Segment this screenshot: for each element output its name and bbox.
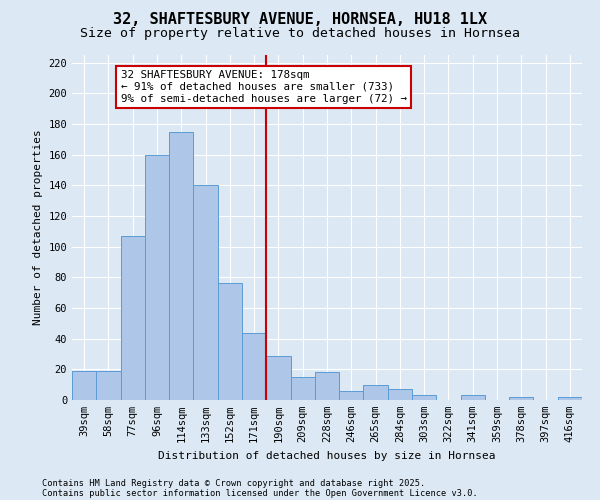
- Bar: [72, 371, 96, 400]
- Bar: [461, 396, 485, 400]
- Bar: [388, 390, 412, 400]
- Bar: [339, 391, 364, 400]
- Bar: [412, 396, 436, 400]
- Bar: [558, 397, 582, 400]
- Text: 32 SHAFTESBURY AVENUE: 178sqm
← 91% of detached houses are smaller (733)
9% of s: 32 SHAFTESBURY AVENUE: 178sqm ← 91% of d…: [121, 70, 407, 104]
- Bar: [364, 384, 388, 400]
- Bar: [145, 154, 169, 400]
- Text: Contains HM Land Registry data © Crown copyright and database right 2025.: Contains HM Land Registry data © Crown c…: [42, 478, 425, 488]
- Text: Size of property relative to detached houses in Hornsea: Size of property relative to detached ho…: [80, 28, 520, 40]
- Bar: [193, 186, 218, 400]
- Bar: [242, 332, 266, 400]
- Bar: [315, 372, 339, 400]
- Bar: [290, 377, 315, 400]
- Text: Contains public sector information licensed under the Open Government Licence v3: Contains public sector information licen…: [42, 488, 478, 498]
- Bar: [509, 397, 533, 400]
- Bar: [266, 356, 290, 400]
- Text: 32, SHAFTESBURY AVENUE, HORNSEA, HU18 1LX: 32, SHAFTESBURY AVENUE, HORNSEA, HU18 1L…: [113, 12, 487, 28]
- Bar: [121, 236, 145, 400]
- Y-axis label: Number of detached properties: Number of detached properties: [33, 130, 43, 326]
- X-axis label: Distribution of detached houses by size in Hornsea: Distribution of detached houses by size …: [158, 450, 496, 460]
- Bar: [218, 284, 242, 400]
- Bar: [96, 371, 121, 400]
- Bar: [169, 132, 193, 400]
